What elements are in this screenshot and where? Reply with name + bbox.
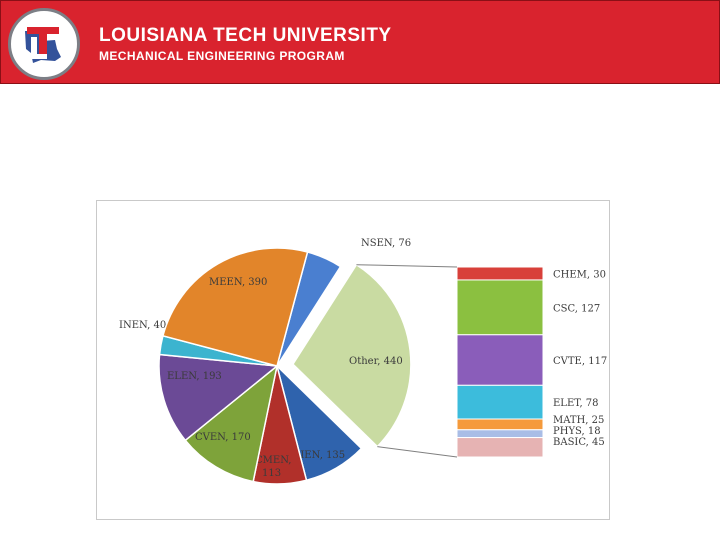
page-title: LOUISIANA TECH UNIVERSITY — [99, 25, 392, 46]
bar-label-phys: PHYS, 18 — [553, 426, 601, 437]
bar-label-chem: CHEM, 30 — [553, 269, 606, 280]
bar-label-math: MATH, 25 — [553, 415, 604, 426]
bar-segment-csc — [456, 279, 544, 336]
connector-line-top — [356, 264, 458, 268]
page-subtitle: MECHANICAL ENGINEERING PROGRAM — [99, 49, 345, 63]
pie-label-other: Other, 440 — [349, 356, 403, 367]
header-banner: LOUISIANA TECH UNIVERSITY MECHANICAL ENG… — [0, 0, 720, 84]
bar-label-cvte: CVTE, 117 — [553, 356, 607, 367]
pie-label-bien: BIEN, 135 — [293, 450, 345, 461]
pie-label-inen: INEN, 40 — [119, 320, 166, 331]
pie-label-cven: CVEN, 170 — [195, 432, 251, 443]
pie-label-cmen-value: 113 — [262, 468, 281, 479]
pie-slice-other — [291, 263, 412, 448]
connector-line-bottom — [377, 446, 458, 458]
pie-slice-cven — [184, 364, 279, 483]
pie-label-cmen: CMEN, — [255, 455, 291, 466]
louisiana-tech-logo-icon — [13, 13, 75, 75]
pie-label-nsen: NSEN, 76 — [361, 238, 411, 249]
university-logo — [8, 8, 80, 80]
pie-label-elen: ELEN, 193 — [167, 371, 222, 382]
bar-segment-elet — [456, 384, 544, 420]
pie-label-meen: MEEN, 390 — [209, 277, 267, 288]
pie-slice-meen — [162, 247, 309, 367]
bar-segment-cvte — [456, 334, 544, 386]
bar-segment-phys — [456, 429, 544, 439]
bar-segment-chem — [456, 266, 544, 281]
bar-label-basic: BASIC, 45 — [553, 437, 605, 448]
pie-slice-elen — [158, 353, 279, 442]
chart-frame: NSEN, 76 Other, 440 BIEN, 135 CMEN, 113 CVEN,… — [96, 200, 610, 520]
bar-label-elet: ELET, 78 — [553, 398, 599, 409]
bar-segment-basic — [456, 437, 544, 458]
bar-segment-math — [456, 418, 544, 431]
bar-label-csc: CSC, 127 — [553, 303, 600, 314]
